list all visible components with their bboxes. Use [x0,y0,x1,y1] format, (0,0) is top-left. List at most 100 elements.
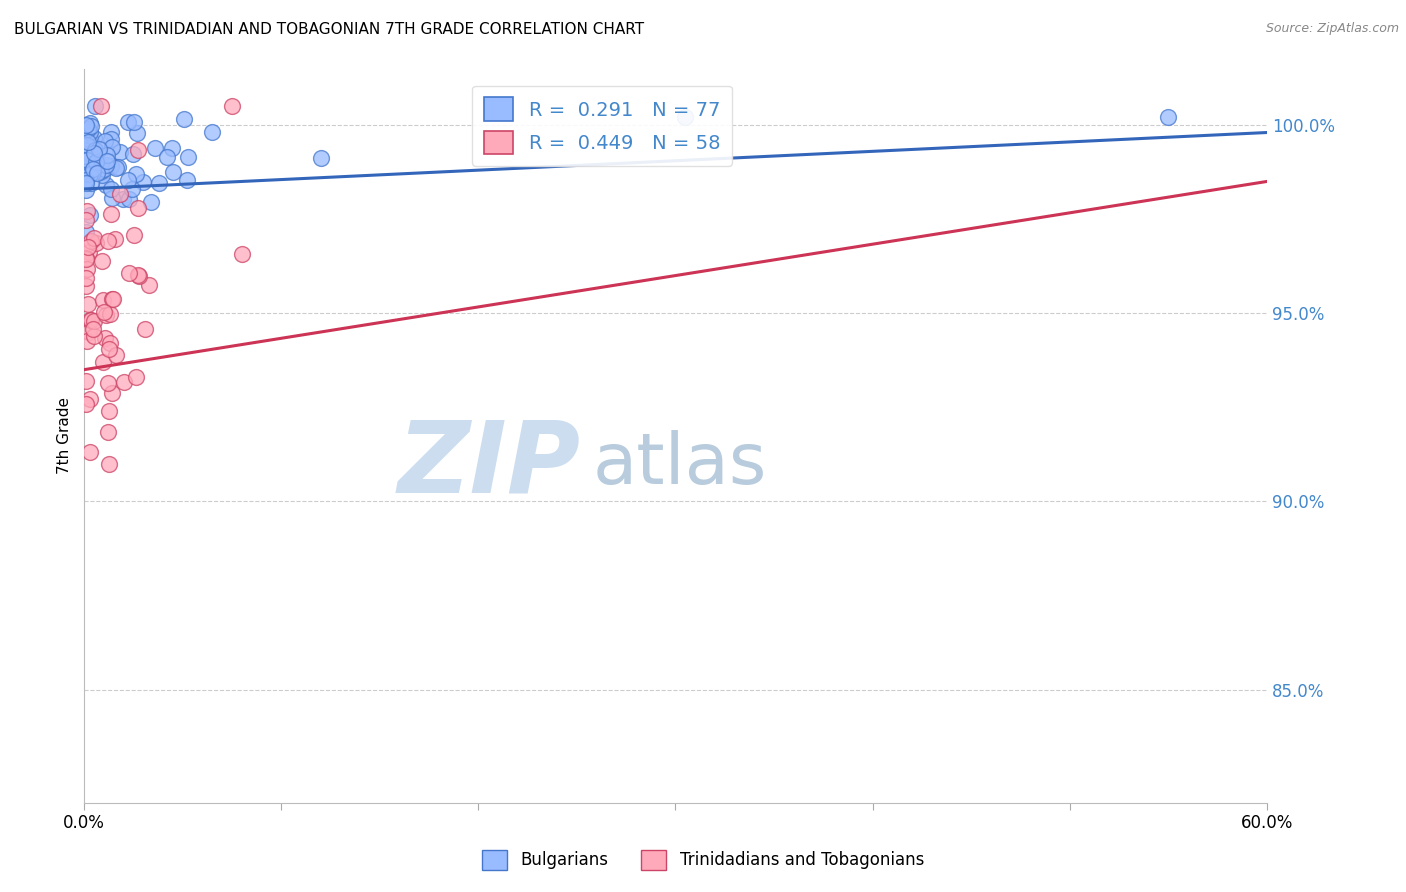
Point [90,164,112,178]
Point [94,158,117,172]
Point [76,261,98,276]
Point [309,151,332,165]
Point [75,119,97,133]
Point [94,308,117,322]
Point [80,134,103,148]
Point [77,128,100,142]
Point [75,149,97,163]
Point [101,292,124,306]
Text: ZIP: ZIP [398,417,581,514]
Point [100,131,122,145]
Point [121,182,143,196]
Point [160,141,183,155]
Point [79,445,101,459]
Point [118,192,141,206]
Point [83,163,105,178]
Point [75,173,97,187]
Point [100,159,122,173]
Point [98,343,121,357]
Point [94,178,117,193]
Point [75,124,97,138]
Point [110,145,132,159]
Point [83,131,105,145]
Point [104,232,127,246]
Legend: Bulgarians, Trinidadians and Tobagonians: Bulgarians, Trinidadians and Tobagonians [475,843,931,877]
Point [93,305,115,319]
Point [75,176,97,190]
Point [87,142,110,156]
Point [97,404,120,418]
Point [112,375,135,389]
Point [97,425,120,439]
Point [83,156,105,170]
Point [83,99,105,113]
Point [117,173,139,187]
Point [100,140,122,154]
Point [132,175,155,189]
Point [82,322,104,336]
Point [75,397,97,411]
Point [105,348,128,362]
Point [87,160,110,174]
Text: Source: ZipAtlas.com: Source: ZipAtlas.com [1265,22,1399,36]
Point [90,165,112,179]
Point [79,313,101,327]
Point [101,191,124,205]
Point [75,183,97,197]
Point [100,125,122,139]
Point [673,111,696,125]
Point [75,167,97,181]
Point [83,145,105,160]
Point [79,125,101,139]
Point [97,376,120,391]
Point [93,161,115,176]
Point [139,194,162,209]
Y-axis label: 7th Grade: 7th Grade [58,397,72,474]
Point [117,115,139,129]
Point [79,167,101,181]
Point [138,277,160,292]
Point [79,146,101,161]
Point [127,268,149,282]
Point [82,161,104,176]
Point [77,160,100,174]
Point [77,166,100,180]
Point [80,234,103,248]
Point [76,153,98,167]
Point [148,176,170,190]
Point [94,331,117,345]
Point [75,213,97,227]
Point [1157,111,1180,125]
Point [125,167,148,181]
Point [143,141,166,155]
Point [84,143,107,157]
Point [79,313,101,327]
Point [79,176,101,190]
Point [176,172,198,186]
Point [79,116,101,130]
Point [107,160,129,174]
Point [83,231,105,245]
Point [98,336,121,351]
Point [75,279,97,293]
Point [122,115,145,129]
Point [118,266,141,280]
Point [76,137,98,152]
Point [105,161,128,175]
Point [84,154,107,169]
Point [75,252,97,266]
Point [98,307,121,321]
Point [91,293,114,308]
Text: BULGARIAN VS TRINIDADIAN AND TOBAGONIAN 7TH GRADE CORRELATION CHART: BULGARIAN VS TRINIDADIAN AND TOBAGONIAN … [14,22,644,37]
Point [90,254,112,268]
Point [86,166,108,180]
Point [77,245,100,260]
Point [83,328,105,343]
Point [79,119,101,133]
Point [94,135,117,149]
Point [100,386,122,401]
Point [75,226,97,240]
Point [91,355,114,369]
Point [103,292,125,306]
Point [76,121,98,136]
